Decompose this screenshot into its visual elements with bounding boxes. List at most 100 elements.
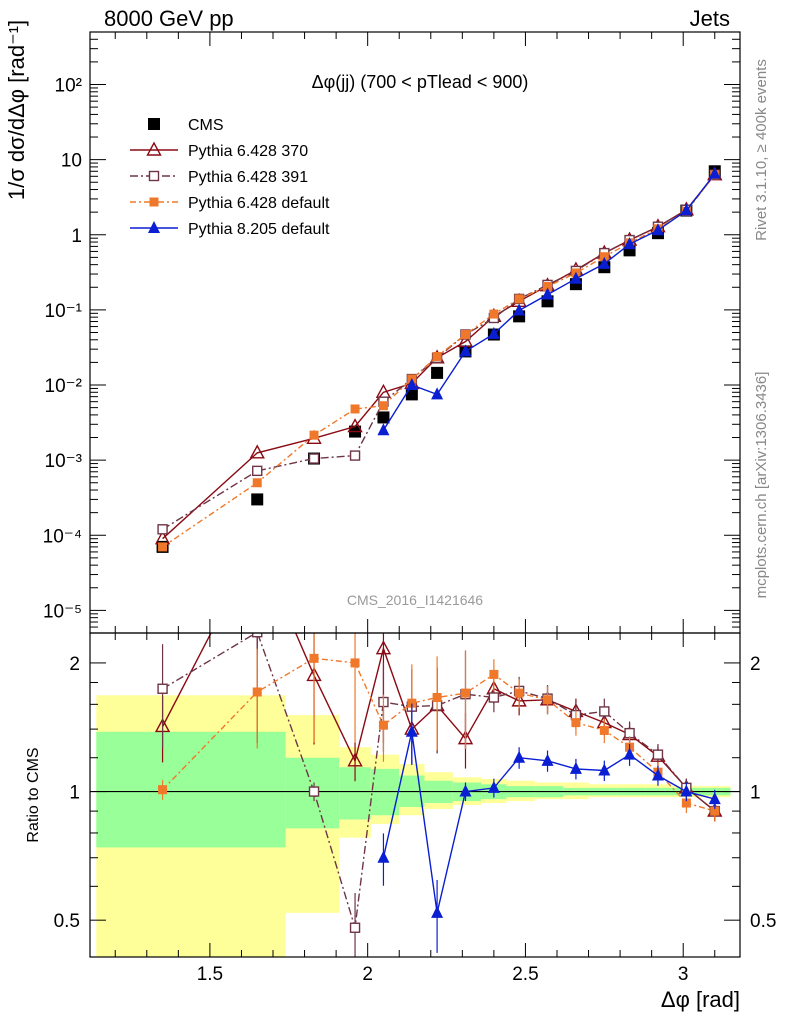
point-pythia-8-205-default-9 [513, 303, 526, 316]
side-text-bottom: mcplots.cern.ch [arXiv:1306.3436] [753, 372, 770, 599]
y-tick-label-4: 10⁻¹ [45, 301, 83, 322]
text-layer: 1.5 2 2.5 3 10⁻⁵ 10⁻⁴ 10⁻³ 10⁻² 10⁻¹ 1 10 10² 0.5 0.5… [4, 6, 776, 1012]
header-left: 8000 GeV pp [104, 6, 234, 31]
y-tick-label-3: 10⁻² [45, 376, 83, 397]
legend-item-pythia-6-428-370: Pythia 6.428 370 [130, 141, 308, 160]
y-tick-label-1: 10⁻⁴ [43, 526, 82, 547]
y-tick-label-2: 10⁻³ [45, 451, 83, 472]
point-pythia-6-428-default-3 [350, 404, 360, 414]
point-pythia-6-428-default-4 [378, 401, 388, 411]
ratio-point-pythia-6-428-370-1 [251, 537, 264, 549]
ratio-point-pythia-8-205-default-8 [487, 780, 500, 793]
legend-label-pythia-8-205-default: Pythia 8.205 default [188, 221, 330, 238]
ratio-y-axis-label: Ratio to CMS [25, 747, 42, 842]
ratio-point-pythia-6-428-default-5 [407, 698, 417, 708]
side-text-top: Rivet 3.1.10, ≥ 400k events [753, 59, 770, 241]
ratio-point-pythia-6-428-370-3 [347, 752, 363, 767]
ratio-point-pythia-6-428-default-3 [350, 658, 360, 668]
point-pythia-6-428-370-1 [249, 444, 265, 459]
point-pythia-8-205-default-5 [405, 378, 418, 391]
y-tick-label-6: 10 [61, 151, 82, 172]
point-pythia-6-428-default-2 [309, 430, 319, 440]
legend-label-pythia-6-428-default: Pythia 6.428 default [188, 195, 330, 212]
ratio-series [154, 537, 723, 957]
ratio-point-pythia-6-428-default-6 [432, 693, 442, 703]
point-pythia-6-428-default-7 [460, 330, 470, 340]
ratio-point-pythia-6-428-default-1 [252, 687, 262, 697]
point-pythia-6-428-default-12 [599, 252, 609, 262]
series-pythia-8-205-default [377, 166, 721, 436]
ratio-point-pythia-6-428-391-0 [157, 683, 168, 694]
ratio-point-pythia-6-428-default-2 [309, 653, 319, 663]
ratio-point-pythia-8-205-default-6 [431, 905, 444, 918]
point-pythia-8-205-default-14 [651, 223, 664, 236]
ratio-point-pythia-6-428-391-1 [252, 633, 263, 638]
ratio-point-pythia-8-205-default-14 [651, 768, 664, 781]
legend-marker-pythia-6-428-391 [148, 170, 160, 182]
ratio-point-pythia-6-428-default-8 [489, 669, 499, 679]
point-pythia-8-205-default-10 [541, 287, 554, 300]
legend-item-pythia-6-428-391: Pythia 6.428 391 [130, 169, 308, 186]
legend-label-pythia-6-428-391: Pythia 6.428 391 [188, 169, 308, 186]
axis-ticks [90, 31, 740, 957]
point-pythia-8-205-default-15 [680, 203, 693, 216]
point-cms-1 [251, 493, 264, 506]
point-pythia-6-428-391-0 [157, 524, 168, 535]
main-series [154, 165, 723, 553]
point-pythia-8-205-default-4 [377, 423, 390, 436]
point-pythia-6-428-default-8 [489, 309, 499, 319]
ratio-point-pythia-6-428-391-14 [652, 749, 664, 760]
point-cms-6 [431, 366, 444, 379]
series-layer [154, 165, 723, 957]
ratio-uncertainty-bands [96, 695, 731, 957]
legend-marker-cms [148, 118, 160, 130]
ratio-point-pythia-6-428-391-3 [349, 922, 361, 933]
x-axis-label: Δφ [rad] [661, 987, 740, 1012]
ratio-point-pythia-6-428-default-10 [543, 695, 553, 705]
ratio-point-pythia-6-428-default-4 [378, 720, 388, 730]
point-pythia-8-205-default-11 [569, 271, 582, 284]
ratio-series-pythia-6-428-default [158, 633, 720, 822]
legend-item-cms: CMS [148, 117, 224, 134]
point-pythia-6-428-default-0 [158, 542, 168, 552]
legend-marker-pythia-6-428-default [149, 197, 159, 207]
ratio-point-pythia-6-428-default-7 [460, 688, 470, 698]
x-tick-label-1: 2 [362, 964, 373, 985]
x-tick-label-0: 1.5 [197, 964, 223, 985]
ratio-point-pythia-8-205-default-9 [513, 750, 526, 763]
ratio-y-tick-label-right-0: 0.5 [750, 911, 776, 932]
ratio-point-pythia-6-428-391-2 [308, 786, 320, 797]
ratio-point-pythia-8-205-default-4 [377, 850, 390, 863]
ratio-y-tick-label-right-2: 2 [750, 654, 761, 675]
ratio-y-tick-label-left-0: 0.5 [54, 911, 80, 932]
legend: CMS Pythia 6.428 370 Pythia 6.428 391 Pythi… [130, 117, 330, 238]
ratio-point-pythia-6-428-default-16 [710, 806, 720, 816]
point-pythia-6-428-default-1 [252, 478, 262, 488]
point-pythia-8-205-default-13 [623, 237, 636, 250]
ratio-point-pythia-8-205-default-12 [598, 763, 611, 776]
legend-label-cms: CMS [188, 117, 224, 134]
point-cms-4 [377, 411, 390, 424]
band-inner-1 [231, 731, 286, 848]
point-cms-5 [405, 388, 418, 401]
ratio-point-pythia-6-428-default-9 [514, 688, 524, 698]
header-right: Jets [690, 6, 730, 31]
x-tick-label-2: 2.5 [512, 964, 538, 985]
point-pythia-8-205-default-6 [431, 387, 444, 400]
point-pythia-6-428-default-6 [432, 351, 442, 361]
point-pythia-6-428-370-3 [347, 418, 363, 433]
ratio-series-pythia-8-205-default [377, 703, 721, 953]
ratio-point-pythia-8-205-default-13 [623, 747, 636, 760]
point-pythia-8-205-default-16 [708, 166, 721, 179]
point-pythia-8-205-default-8 [487, 326, 500, 339]
legend-item-pythia-8-205-default: Pythia 8.205 default [130, 221, 330, 238]
ratio-panel-frame [89, 632, 741, 958]
ratio-point-pythia-6-428-default-0 [158, 785, 168, 795]
ratio-line-pythia-6-428-391 [162, 633, 716, 928]
ratio-point-pythia-8-205-default-16 [708, 792, 721, 805]
chart-title: Δφ(jj) (700 < pTlead < 900) [312, 72, 529, 92]
legend-marker-pythia-6-428-370 [146, 141, 162, 156]
ratio-point-pythia-6-428-391-8 [488, 692, 500, 703]
y-tick-label-0: 10⁻⁵ [43, 601, 82, 622]
